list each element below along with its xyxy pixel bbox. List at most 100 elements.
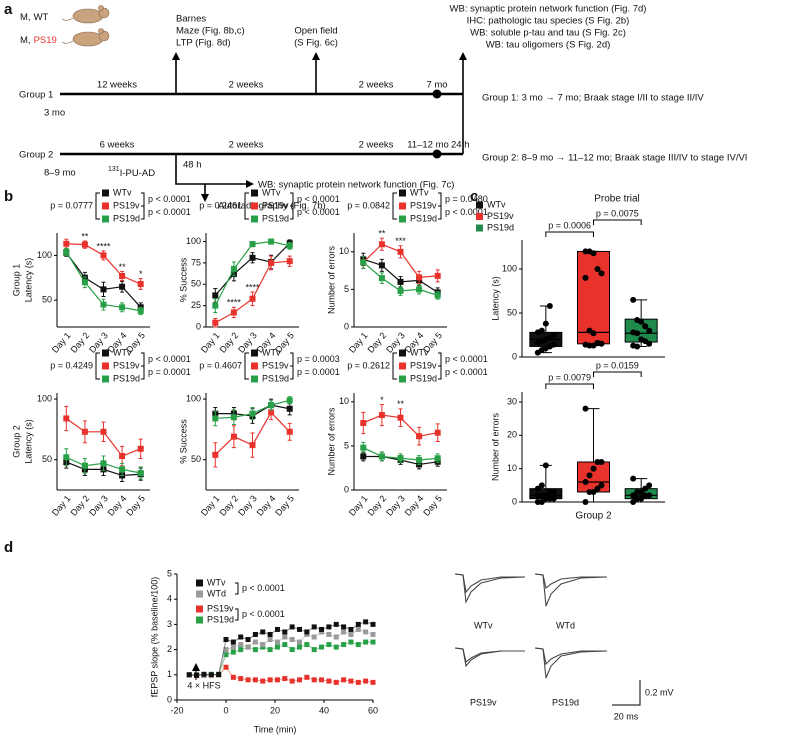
data-point [646,327,653,334]
data-point [245,637,251,643]
timeline-end [432,89,442,99]
legend-label: WTv [410,187,429,197]
data-point [582,405,589,412]
data-point [249,410,256,417]
p-bracket [290,205,294,220]
legend-marker [476,213,483,220]
y-tick-label: 20 [507,430,517,440]
data-point [260,644,266,650]
data-point [594,266,601,273]
significance-label: **** [245,282,260,292]
panel-label: c [470,188,478,205]
data-point [297,677,302,683]
legend-label: PS19d [207,614,234,624]
y-tick-label: 100 [502,263,517,273]
x-tick-label: Day 2 [365,493,388,517]
period-label: 6 weeks [100,140,135,151]
assay-label: Autoradiography (Fig. 7b) [218,201,326,212]
data-point [252,631,258,637]
x-tick-label: Day 2 [217,493,240,517]
trace [534,647,608,679]
data-point [333,634,339,640]
x-tick-label: Day 1 [347,493,370,517]
p-bracket [95,352,100,380]
data-point [542,462,549,469]
data-point [630,499,637,505]
data-point [550,495,557,502]
y-axis-label: Latency (s) [23,419,33,464]
legend-label: WTv [487,199,506,209]
y-axis-label: % Success [178,419,188,464]
legend-marker [399,215,406,223]
data-point [282,676,288,682]
legend-label: WTv [410,347,429,357]
legend-marker [102,189,109,197]
data-point [267,677,273,683]
x-tick-label: Day 5 [124,493,147,517]
data-point [630,296,637,303]
data-point [378,241,385,248]
data-point [341,624,347,630]
trace-label: PS19v [470,697,497,707]
assay-label: IHC: pathologic tau species (S Fig. 2b) [467,16,630,27]
data-point [268,409,275,416]
data-point [289,637,295,643]
age-label: 8–9 mo [44,168,76,179]
panel-label: a [4,1,13,18]
row-label: Group 1 [11,264,21,297]
legend-marker [102,349,109,357]
data-point [360,444,367,451]
data-point [194,672,200,678]
legend-marker [196,579,203,587]
p-bracket [438,365,442,380]
y-tick-label: 100 [37,250,52,260]
data-point [355,626,361,632]
p-value: p < 0.0001 [148,194,191,204]
data-point [119,272,126,279]
data-point [230,414,237,421]
p-value: p < 0.0001 [297,207,340,217]
data-point [245,644,251,650]
legend-marker [251,189,258,197]
legend-marker [102,362,109,370]
y-axis-label: fEPSP slope (% baseline/100) [149,577,159,697]
data-point [282,642,288,648]
data-point [230,649,236,655]
x-tick-label: Day 5 [421,493,444,517]
significance-label: *** [395,236,406,246]
data-point [370,621,376,627]
y-tick-label: 0 [344,321,349,331]
data-point [119,453,126,460]
y-tick-label: 50 [191,454,201,464]
significance-label: * [380,395,384,405]
data-point [63,240,70,247]
data-point [267,631,273,637]
data-point [333,621,339,627]
p-value: p = 0.0001 [148,367,191,377]
data-point [100,301,107,308]
assay-label: Maze (Fig. 8b,c) [176,26,245,37]
data-point [223,637,229,643]
data-point [598,270,605,277]
data-point [249,254,256,261]
y-tick-label: 0 [167,694,172,704]
tracer-label: 131I-PU-AD [108,166,155,179]
legend-label: PS19d [113,373,140,383]
data-point [646,340,653,347]
data-point [311,677,317,683]
p-bracket [141,352,145,367]
data-point [274,644,280,650]
p-bracket [235,582,239,595]
legend-marker [399,202,406,210]
assay-label: (S Fig. 6c) [294,38,338,49]
ltp-traces: WTv WTd PS19v PS19d 0.2 mV 20 ms [454,573,674,721]
assay-label: WB: tau oligomers (S Fig. 2d) [486,40,611,51]
data-point [286,242,293,249]
data-point [590,342,597,349]
data-point [238,676,244,682]
y-axis-label: Number of errors [326,245,336,314]
data-point [274,626,280,632]
data-point [642,323,649,330]
data-point [223,647,229,653]
data-point [63,248,70,255]
